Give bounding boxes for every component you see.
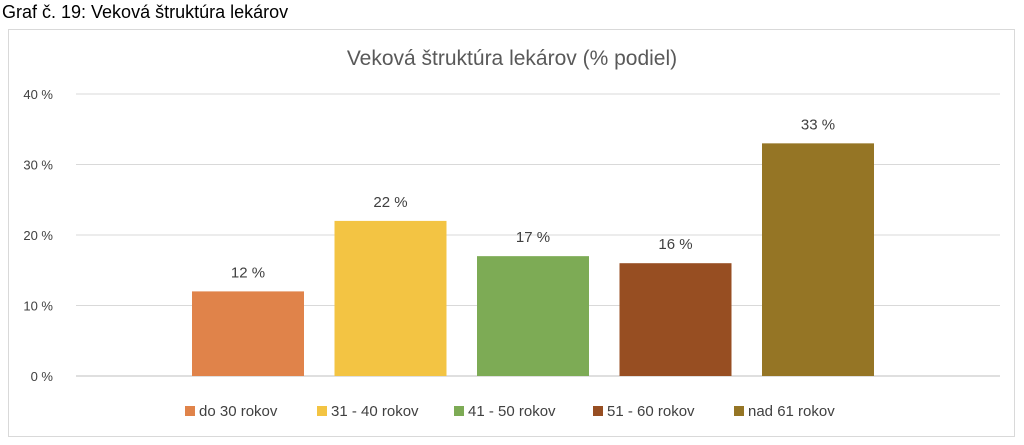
y-tick-label: 30 % <box>23 158 53 173</box>
data-label: 16 % <box>658 236 692 253</box>
bar <box>334 220 447 376</box>
figure-caption: Graf č. 19: Veková štruktúra lekárov <box>2 2 289 22</box>
legend-item-label: nad 61 rokov <box>748 403 835 420</box>
legend-item-label: 41 - 50 rokov <box>468 403 556 420</box>
y-tick-label: 20 % <box>23 228 53 243</box>
data-label: 12 % <box>231 264 265 281</box>
legend: do 30 rokov 31 - 40 rokov 41 - 50 rokov 51 … <box>185 403 835 420</box>
data-labels: 12 % 22 % 17 % 16 % 33 % <box>231 116 835 281</box>
legend-item-label: 51 - 60 rokov <box>607 403 695 420</box>
y-tick-label: 10 % <box>23 299 53 314</box>
data-label: 22 % <box>373 194 407 211</box>
y-tick-label: 40 % <box>23 87 53 102</box>
y-tick-label: 0 % <box>31 369 54 384</box>
legend-item-label: 31 - 40 rokov <box>331 403 419 420</box>
data-label: 33 % <box>801 116 835 133</box>
y-axis-ticks: 0 % 10 % 20 % 30 % 40 % <box>23 87 53 384</box>
legend-swatch <box>454 406 464 416</box>
legend-swatch <box>593 406 603 416</box>
legend-swatch <box>317 406 327 416</box>
legend-item-label: do 30 rokov <box>199 403 278 420</box>
legend-swatch <box>185 406 195 416</box>
bar <box>619 263 732 376</box>
data-label: 17 % <box>516 229 550 246</box>
bar <box>477 256 589 376</box>
bar <box>762 143 874 376</box>
bar <box>192 291 304 376</box>
legend-swatch <box>734 406 744 416</box>
chart-title: Veková štruktúra lekárov (% podiel) <box>347 47 677 70</box>
bars <box>192 143 874 376</box>
